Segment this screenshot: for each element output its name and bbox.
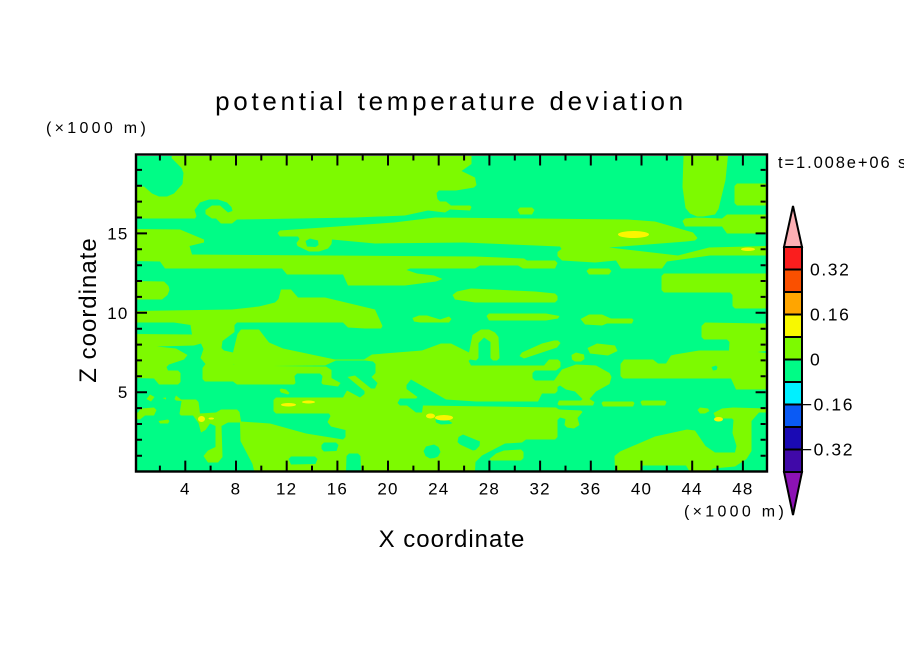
svg-text:5: 5 <box>118 383 129 402</box>
svg-text:0.16: 0.16 <box>810 305 850 325</box>
svg-text:40: 40 <box>631 480 652 499</box>
svg-text:44: 44 <box>682 480 703 499</box>
svg-text:36: 36 <box>580 480 601 499</box>
svg-text:potential temperature deviatio: potential temperature deviation <box>215 86 687 116</box>
svg-text:28: 28 <box>479 480 500 499</box>
svg-text:Z coordinate: Z coordinate <box>75 237 102 382</box>
svg-text:32: 32 <box>529 480 550 499</box>
svg-text:4: 4 <box>180 480 191 499</box>
svg-text:16: 16 <box>327 480 348 499</box>
svg-text:24: 24 <box>428 480 449 499</box>
svg-text:(×1000 m): (×1000 m) <box>684 504 787 521</box>
svg-text:X coordinate: X coordinate <box>379 526 526 553</box>
svg-text:15: 15 <box>107 224 128 243</box>
svg-text:−0.16: −0.16 <box>802 395 854 415</box>
svg-text:8: 8 <box>231 480 242 499</box>
svg-text:t=1.008e+06 s: t=1.008e+06 s <box>778 154 904 172</box>
svg-text:−0.32: −0.32 <box>802 440 854 460</box>
svg-text:0: 0 <box>810 350 821 370</box>
svg-text:20: 20 <box>377 480 398 499</box>
svg-text:10: 10 <box>107 304 128 323</box>
svg-text:(×1000 m): (×1000 m) <box>46 120 149 137</box>
svg-text:48: 48 <box>732 480 753 499</box>
svg-text:0.32: 0.32 <box>810 260 850 280</box>
svg-text:12: 12 <box>276 480 297 499</box>
